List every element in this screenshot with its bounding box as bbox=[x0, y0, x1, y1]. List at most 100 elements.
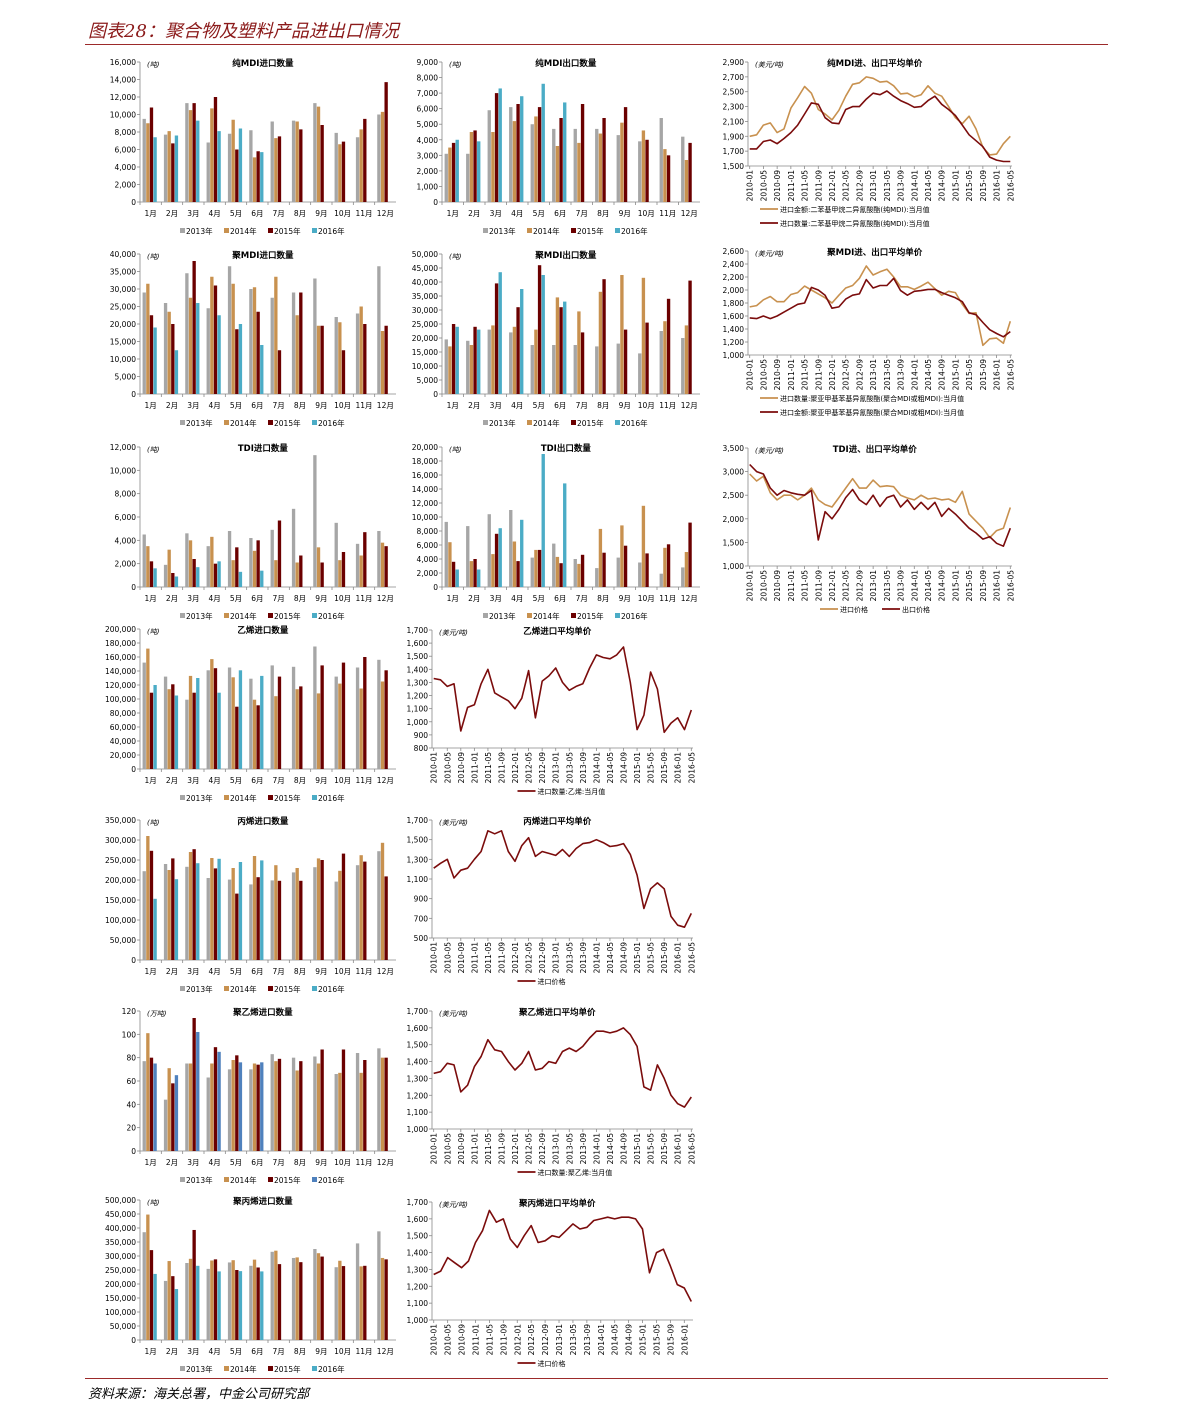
y-tick-label: 1,000 bbox=[723, 562, 745, 571]
x-tick-label: 2013-05 bbox=[883, 359, 892, 391]
y-tick-label: 3,000 bbox=[723, 468, 745, 477]
legend-label: 2013年 bbox=[186, 1364, 213, 1374]
x-tick-label: 2015-01 bbox=[633, 942, 642, 974]
bar-2014年 bbox=[359, 855, 363, 960]
bar-2014年 bbox=[295, 1070, 299, 1151]
unit-label: (万吨) bbox=[147, 1010, 167, 1018]
chart-svg: 0 2,000 4,000 6,000 8,000 10,000 12,000 14,000 1… bbox=[110, 58, 396, 236]
unit-label: (吨) bbox=[147, 628, 160, 636]
bar-2016年 bbox=[498, 272, 502, 394]
bar-2013年 bbox=[616, 343, 620, 394]
chart-polypropylene-import-volume: 0 50,000 100,000 150,000 200,000 250,000 300,0… bbox=[100, 1193, 400, 1378]
bar-2013年 bbox=[444, 153, 448, 202]
x-tick-label: 2012-01 bbox=[828, 170, 837, 202]
bar-2013年 bbox=[377, 266, 381, 394]
bar-2013年 bbox=[638, 562, 642, 587]
x-tick-label: 2010-05 bbox=[443, 1133, 452, 1165]
bar-2013年 bbox=[270, 529, 274, 587]
bar-2016年 bbox=[174, 695, 179, 769]
x-tick-label: 2015-05 bbox=[965, 570, 974, 602]
x-tick-label: 2015-01 bbox=[951, 570, 960, 602]
x-tick-label: 2015-09 bbox=[660, 752, 669, 784]
y-tick-label: 700 bbox=[414, 914, 429, 923]
x-tick-label: 2015-09 bbox=[660, 1133, 669, 1165]
y-tick-label: 20,000 bbox=[412, 443, 438, 452]
series-line-0 bbox=[433, 829, 693, 928]
legend-swatch bbox=[180, 420, 185, 425]
x-tick-label: 6月 bbox=[251, 776, 263, 785]
x-tick-label: 2014-01 bbox=[592, 942, 601, 974]
bar-2013年 bbox=[206, 308, 210, 394]
y-tick-label: 100 bbox=[122, 1030, 137, 1039]
unit-label: (美元/吨) bbox=[755, 250, 784, 258]
y-tick-label: 150,000 bbox=[105, 896, 136, 905]
x-tick-label: 11月 bbox=[659, 209, 676, 218]
x-tick-label: 2012-05 bbox=[525, 752, 534, 784]
legend-swatch bbox=[571, 420, 576, 425]
x-tick-label: 5月 bbox=[230, 1158, 242, 1167]
y-tick-label: 0 bbox=[131, 1147, 136, 1156]
y-tick-label: 1,700 bbox=[407, 1007, 429, 1016]
x-tick-label: 2013-05 bbox=[565, 942, 574, 974]
bar-2013年 bbox=[466, 526, 470, 587]
x-tick-label: 9月 bbox=[315, 209, 327, 218]
bar-2014年 bbox=[252, 699, 257, 769]
legend-swatch bbox=[312, 1177, 317, 1182]
x-tick-label: 5月 bbox=[533, 594, 545, 603]
x-tick-label: 5月 bbox=[230, 209, 242, 218]
x-tick-label: 2010-05 bbox=[443, 942, 452, 974]
x-tick-label: 2011-01 bbox=[787, 359, 796, 391]
bar-2015年 bbox=[235, 706, 239, 769]
y-tick-label: 1,100 bbox=[407, 1108, 429, 1117]
x-tick-label: 2014-01 bbox=[910, 170, 919, 202]
x-tick-label: 10月 bbox=[334, 1158, 351, 1167]
bar-2013年 bbox=[249, 130, 253, 202]
x-tick-label: 2011-05 bbox=[484, 942, 493, 974]
y-tick-label: 40,000 bbox=[110, 737, 136, 746]
bar-2016年 bbox=[217, 858, 221, 960]
x-tick-label: 8月 bbox=[294, 967, 306, 976]
bar-2016年 bbox=[217, 131, 221, 202]
x-tick-label: 1月 bbox=[145, 967, 157, 976]
bar-2013年 bbox=[487, 110, 491, 202]
bar-2014年 bbox=[295, 121, 299, 202]
bar-2014年 bbox=[512, 121, 517, 202]
bar-2016年 bbox=[541, 275, 545, 394]
x-tick-label: 2013-01 bbox=[552, 942, 561, 974]
x-tick-label: 2016-05 bbox=[1006, 359, 1015, 391]
legend-label: 2013年 bbox=[186, 418, 213, 428]
chart-tdi-export-volume: 0 2,000 4,000 6,000 8,000 10,000 12,000 14,000 1… bbox=[402, 440, 704, 625]
chart-pure-mdi-export-volume: 0 1,000 2,000 3,000 4,000 5,000 6,000 7,000 8,00… bbox=[402, 55, 704, 240]
x-tick-label: 2013-09 bbox=[897, 170, 906, 202]
x-tick-label: 2013-01 bbox=[552, 1133, 561, 1165]
y-tick-label: 1,800 bbox=[723, 299, 745, 308]
bar-2013年 bbox=[487, 514, 491, 587]
bar-2014年 bbox=[210, 276, 214, 394]
legend-label: 2016年 bbox=[621, 611, 648, 621]
bar-2014年 bbox=[359, 1072, 363, 1151]
bar-2016年 bbox=[477, 141, 481, 202]
bar-2016年 bbox=[520, 519, 524, 587]
bar-2015年 bbox=[235, 893, 239, 960]
chart-polypropylene-price: 1,000 1,100 1,200 1,300 1,400 1,500 1,600 1,700… bbox=[392, 1195, 697, 1380]
bar-2014年 bbox=[295, 562, 299, 587]
series-line-1 bbox=[749, 90, 1011, 163]
bar-2015年 bbox=[235, 1055, 239, 1151]
bar-2015年 bbox=[494, 283, 499, 394]
bar-2013年 bbox=[530, 124, 534, 202]
x-tick-label: 2014-09 bbox=[620, 942, 629, 974]
bar-2015年 bbox=[192, 692, 196, 769]
x-tick-label: 2013-09 bbox=[579, 1133, 588, 1165]
legend-label: 进口金额:聚亚甲基苯基异氰酸酯(聚合MDI或粗MDI):当月值 bbox=[780, 408, 964, 417]
bar-2015年 bbox=[149, 692, 154, 769]
y-tick-label: 120,000 bbox=[105, 681, 136, 690]
bar-2014年 bbox=[167, 549, 171, 587]
bar-2014年 bbox=[210, 536, 214, 587]
bar-2015年 bbox=[363, 861, 367, 960]
bar-2015年 bbox=[256, 540, 260, 587]
bar-2016年 bbox=[498, 528, 502, 587]
bar-2015年 bbox=[235, 1270, 239, 1340]
bar-2013年 bbox=[227, 531, 232, 587]
bar-2015年 bbox=[320, 860, 324, 960]
bar-2015年 bbox=[645, 553, 649, 587]
